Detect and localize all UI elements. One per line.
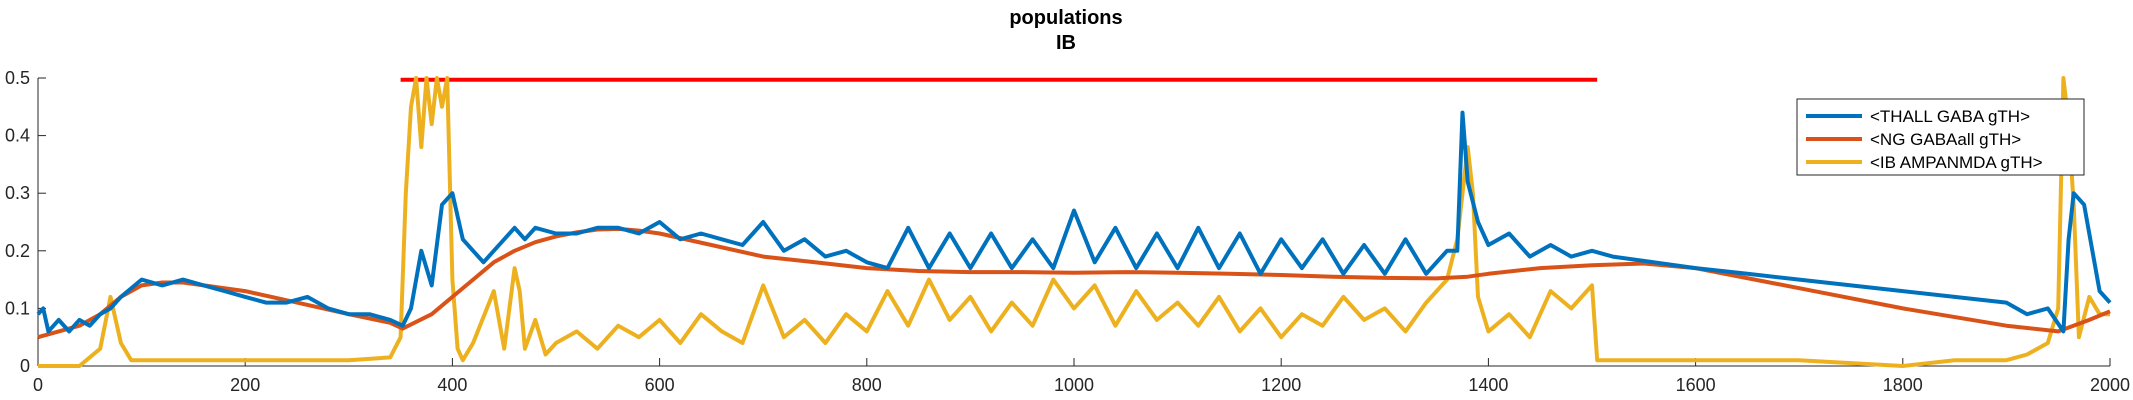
y-tick-label: 0.5 — [5, 68, 30, 88]
x-tick-label: 2000 — [2090, 375, 2130, 395]
series-line-2 — [38, 76, 2110, 368]
chart-title: populations — [1009, 7, 1122, 29]
legend-label-ib: <IB AMPANMDA gTH> — [1870, 153, 2043, 172]
x-tick-label: 400 — [437, 375, 467, 395]
chart-subtitle: IB — [1056, 32, 1076, 54]
y-tick-label: 0.2 — [5, 241, 30, 261]
x-tick-label: 0 — [33, 375, 43, 395]
x-tick-label: 1000 — [1054, 375, 1094, 395]
series-layer — [36, 76, 2112, 368]
x-tick-label: 1200 — [1261, 375, 1301, 395]
x-tick-label: 600 — [645, 375, 675, 395]
series-line-0 — [36, 110, 2112, 334]
y-tick-label: 0.4 — [5, 126, 30, 146]
legend: <THALL GABA gTH> <NG GABAall gTH> <IB AM… — [1796, 98, 2085, 176]
x-tick-label: 200 — [230, 375, 260, 395]
series-line-1 — [37, 226, 2111, 340]
x-tick-label: 1600 — [1676, 375, 1716, 395]
legend-label-thall: <THALL GABA gTH> — [1870, 107, 2030, 126]
axes: 0 200 400 600 800 1000 1200 1400 1600 1800 2000 0 0.… — [5, 68, 2130, 395]
legend-label-ng: <NG GABAall gTH> — [1870, 130, 2021, 149]
y-tick-label: 0.3 — [5, 183, 30, 203]
y-tick-label: 0 — [20, 356, 30, 376]
x-tick-label: 1800 — [1883, 375, 1923, 395]
y-tick-label: 0.1 — [5, 298, 30, 318]
x-tick-label: 1400 — [1468, 375, 1508, 395]
x-tick-label: 800 — [852, 375, 882, 395]
